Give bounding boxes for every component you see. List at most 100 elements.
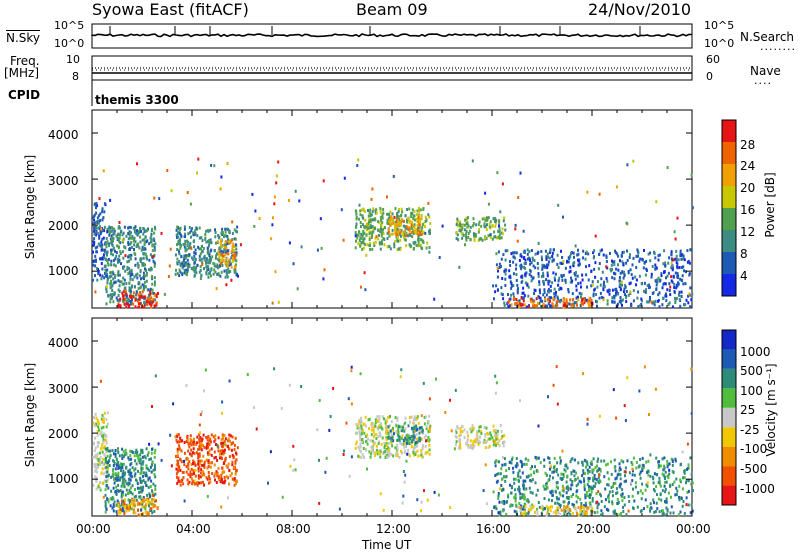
echo-cell [399, 231, 402, 235]
echo-cell [417, 228, 420, 232]
echo-cell [405, 231, 408, 235]
echo-cell [200, 445, 203, 449]
echo-cell [606, 279, 609, 283]
echo-cell [621, 260, 624, 264]
echo-cell [682, 254, 685, 258]
echo-cell [403, 429, 406, 433]
echo-cell [504, 475, 507, 479]
echo-cell [176, 235, 178, 239]
echo-cell [465, 222, 468, 226]
echo-cell [529, 258, 531, 262]
echo-cell [99, 212, 102, 216]
echo-cell [510, 491, 512, 495]
echo-cell [191, 473, 194, 476]
echo-cell [198, 254, 201, 258]
echo-cell [364, 218, 367, 222]
echo-cell [492, 443, 495, 447]
echo-cell [140, 293, 143, 297]
echo-cell [616, 501, 619, 505]
echo-cell [404, 427, 407, 431]
echo-cell [144, 235, 147, 239]
echo-cell [551, 255, 554, 258]
echo-cell [132, 226, 135, 230]
echo-cell [618, 282, 621, 286]
echo-cell [106, 422, 109, 426]
echo-cell [406, 452, 409, 456]
echo-cell [368, 224, 371, 228]
echo-cell [419, 220, 422, 224]
echo-cell [193, 274, 196, 278]
echo-cell [511, 485, 513, 489]
echo-cell [106, 250, 109, 254]
echo-cell [130, 450, 133, 454]
echo-cell [184, 247, 187, 250]
echo-cell [417, 454, 420, 458]
echo-cell [141, 263, 144, 267]
echo-cell [602, 286, 605, 290]
echo-cell [97, 242, 100, 246]
echo-cell [396, 438, 399, 442]
echo-cell [155, 303, 158, 307]
echo-cell [215, 481, 218, 484]
echo-cell [153, 225, 156, 229]
echo-cell [375, 444, 378, 448]
echo-cell [608, 292, 611, 296]
echo-cell [556, 461, 559, 465]
echo-cell [489, 431, 492, 435]
echo-cell [647, 459, 650, 463]
echo-cell [133, 454, 136, 458]
echo-cell [170, 189, 173, 193]
echo-cell [455, 435, 458, 439]
echo-cell [189, 441, 192, 445]
echo-cell [655, 266, 658, 270]
echo-cell [420, 437, 423, 441]
echo-cell [459, 446, 462, 450]
echo-cell [123, 502, 126, 506]
echo-cell [207, 471, 210, 474]
echo-cell [203, 473, 206, 477]
echo-cell [509, 304, 512, 307]
echo-cell [93, 237, 96, 241]
echo-cell [622, 276, 625, 280]
echo-cell [632, 469, 634, 473]
echo-cell [624, 474, 626, 478]
echo-cell [474, 437, 477, 441]
echo-cell [396, 418, 399, 422]
echo-cell [514, 227, 517, 231]
echo-cell [233, 245, 236, 248]
echo-cell [656, 507, 659, 511]
echo-cell [530, 479, 533, 483]
echo-cell [626, 259, 629, 262]
echo-cell [424, 445, 427, 448]
echo-cell [396, 447, 399, 451]
echo-cell [538, 283, 541, 286]
echo-cell [182, 264, 185, 268]
echo-cell [125, 509, 128, 513]
echo-cell [652, 300, 655, 304]
echo-cell [205, 261, 208, 265]
echo-cell [580, 502, 583, 505]
echo-cell [102, 416, 105, 420]
echo-cell [151, 249, 154, 252]
echo-cell [609, 267, 612, 271]
echo-cell [119, 508, 122, 511]
echo-cell [129, 273, 132, 277]
echo-cell [654, 267, 657, 271]
echo-cell [476, 433, 479, 437]
echo-cell [501, 277, 504, 280]
echo-cell [129, 242, 132, 246]
echo-cell [150, 451, 153, 455]
echo-cell [488, 222, 491, 226]
echo-cell [569, 269, 572, 273]
echo-cell [686, 260, 689, 264]
echo-cell [103, 466, 106, 470]
echo-cell [131, 278, 134, 282]
echo-cell [510, 293, 513, 297]
echo-cell [604, 487, 607, 491]
echo-cell [230, 239, 233, 243]
echo-cell [226, 234, 229, 238]
echo-cell [391, 212, 394, 216]
echo-cell [141, 467, 144, 470]
echo-cell [663, 464, 665, 468]
echo-cell [217, 265, 220, 269]
